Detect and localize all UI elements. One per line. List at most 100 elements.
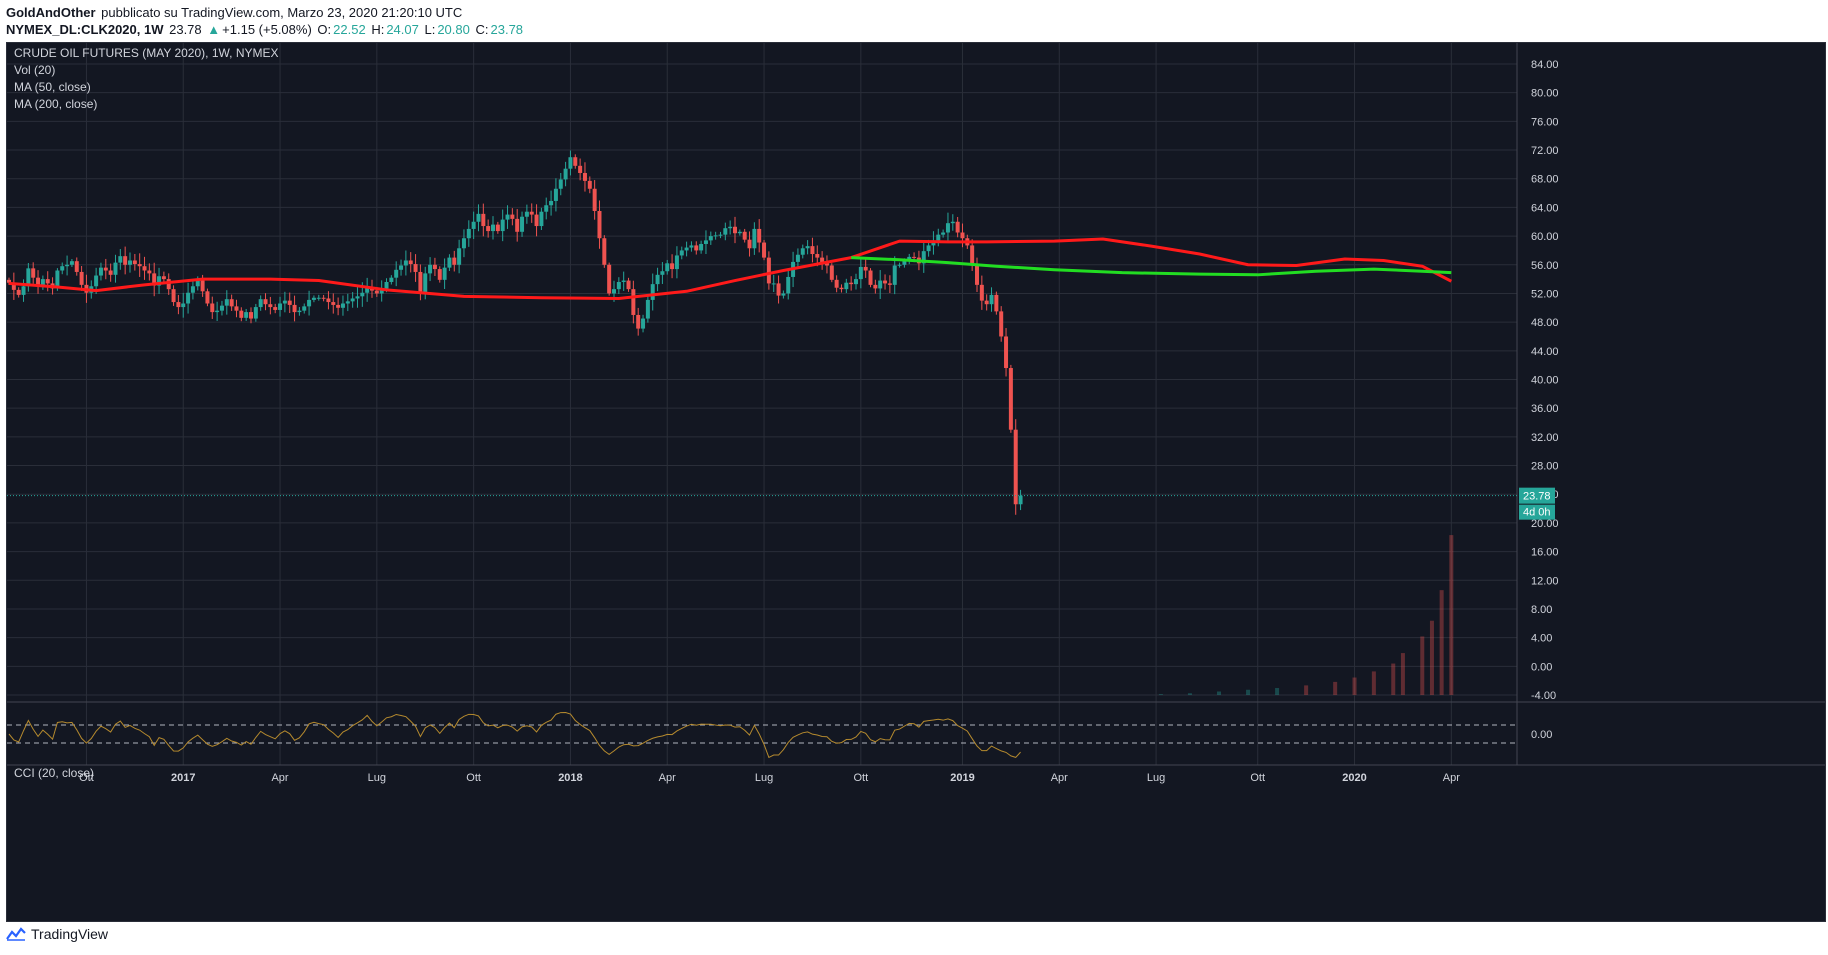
candle-body [210,303,215,313]
candle-body [65,264,70,267]
candle-body [597,210,602,239]
legend-ma200[interactable]: MA (200, close) [14,97,98,111]
candle-body [878,280,883,289]
legend-ma50[interactable]: MA (50, close) [14,80,91,94]
x-tick-label: 2017 [171,772,195,784]
x-tick-label: 2018 [558,772,582,784]
candle-body [645,299,650,319]
candle-body [118,256,123,263]
candle-body [432,264,437,270]
cci-zero-label: 0.00 [1531,729,1552,741]
candle-body [273,307,278,310]
candle-body [810,246,815,255]
candle-body [21,286,26,295]
y-tick-label: 4.00 [1531,633,1552,645]
candle-body [820,257,825,264]
candle-body [752,228,757,249]
candle-body [573,157,578,166]
candle-body [795,254,800,262]
candle-body [718,234,723,236]
candle-body [834,279,839,288]
candle-body [839,287,844,290]
candle-body [694,245,699,251]
candle-body [215,310,220,313]
candle-body [684,247,689,251]
candle-body [253,307,258,319]
candle-body [297,310,302,313]
candle-body [234,306,239,311]
candle-body [616,281,621,290]
candle-body [495,224,500,232]
candle-body [200,280,205,292]
y-tick-label: 48.00 [1531,317,1559,329]
volume-bar [1158,694,1163,695]
candle-body [975,264,979,285]
last-price-badge-text: 23.78 [1523,491,1551,503]
candle-body [602,238,607,265]
y-tick-label: 16.00 [1531,547,1559,559]
legend-cci[interactable]: CCI (20, close) [14,766,95,780]
y-tick-label: 28.00 [1531,461,1559,473]
candle-body [258,299,263,308]
candle-body [757,228,762,243]
candle-body [781,293,786,296]
candle-body [239,310,244,318]
candle-body [844,282,849,290]
candle-body [1008,368,1013,430]
candle-body [181,303,186,308]
y-tick-label: 64.00 [1531,202,1559,214]
chart-panel[interactable]: 84.00 80.00 76.00 72.00 68.00 64.00 60.00 56.00… [6,42,1826,922]
candle-body [263,299,268,305]
candle-body [147,270,152,274]
candle-body [607,264,612,294]
candle-body [307,299,312,307]
candle-body [887,283,892,285]
candle-body [282,300,287,304]
y-tick-label: 56.00 [1531,260,1559,272]
candle-body [457,248,462,265]
candle-body [800,248,805,255]
candle-body [868,270,873,285]
last-price: 23.78 [169,22,202,37]
candle-body [689,245,694,248]
candle-body [132,260,137,265]
legend-title[interactable]: CRUDE OIL FUTURES (MAY 2020), 1W, NYMEX [14,46,279,60]
candle-body [515,218,520,232]
candle-body [103,267,108,271]
candle-body [171,289,176,303]
tradingview-brand[interactable]: TradingView [31,926,109,942]
candle-body [336,304,341,308]
cci-legend: CCI (20, close) [14,765,94,782]
candle-body [612,289,616,294]
candle-body [636,314,641,329]
symbol-label: NYMEX_DL:CLK2020, 1W [6,22,164,37]
candle-body [16,289,21,295]
y-tick-label: 12.00 [1531,575,1559,587]
candle-body [529,211,534,215]
candle-body [331,302,336,305]
candle-body [137,264,142,267]
candle-body [69,261,74,265]
candle-body [786,276,791,294]
candle-body [829,265,834,280]
candle-body [74,261,79,272]
x-tick-label: Apr [659,772,676,784]
candle-body [278,303,283,310]
legend-volume[interactable]: Vol (20) [14,63,56,77]
price-chart[interactable]: 84.00 80.00 76.00 72.00 68.00 64.00 60.00 56.00… [7,43,1825,921]
volume-bar [1217,691,1221,695]
y-tick-label: 60.00 [1531,231,1559,243]
volume-bar [1187,693,1192,695]
candle-body [723,228,728,235]
candle-body [1013,429,1018,505]
candle-body [733,226,737,234]
x-tick-label: Lug [368,772,386,784]
candle-body [945,223,950,233]
candle-body [98,267,103,276]
candle-body [863,266,868,271]
candle-body [413,264,418,272]
candle-body [79,271,84,285]
author-name[interactable]: GoldAndOther [6,5,96,20]
open-label: O: [317,22,332,37]
candle-body [437,269,442,280]
